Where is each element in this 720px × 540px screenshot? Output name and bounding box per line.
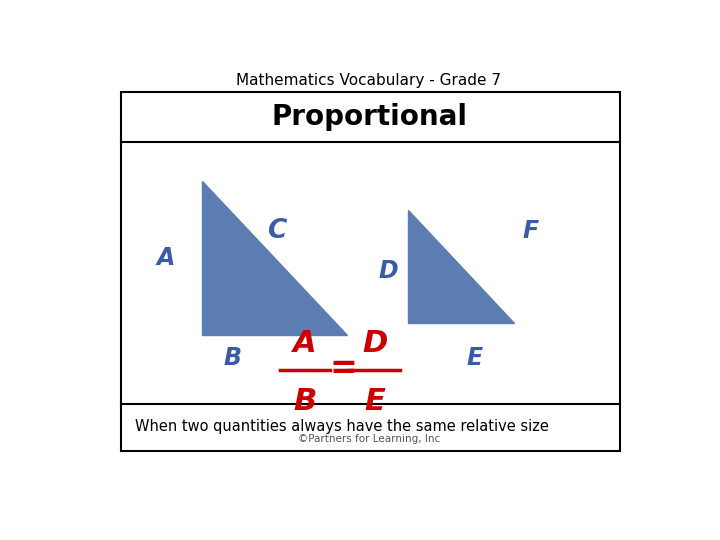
Bar [121, 92, 620, 451]
Text: A: A [156, 246, 174, 270]
Text: D: D [362, 329, 387, 358]
Text: D: D [379, 259, 398, 282]
Text: B: B [293, 387, 317, 416]
Text: ©Partners for Learning, Inc: ©Partners for Learning, Inc [298, 434, 440, 444]
Text: When two quantities always have the same relative size: When two quantities always have the same… [135, 419, 549, 434]
Polygon shape [408, 210, 514, 322]
Text: B: B [223, 346, 241, 370]
Text: C: C [267, 218, 287, 244]
Text: F: F [523, 219, 539, 243]
Text: Mathematics Vocabulary - Grade 7: Mathematics Vocabulary - Grade 7 [236, 73, 502, 88]
Text: =: = [330, 352, 358, 385]
Text: Proportional: Proportional [271, 103, 467, 131]
Text: E: E [364, 387, 385, 416]
Text: A: A [293, 329, 317, 358]
Text: E: E [467, 346, 483, 370]
Polygon shape [202, 181, 347, 335]
